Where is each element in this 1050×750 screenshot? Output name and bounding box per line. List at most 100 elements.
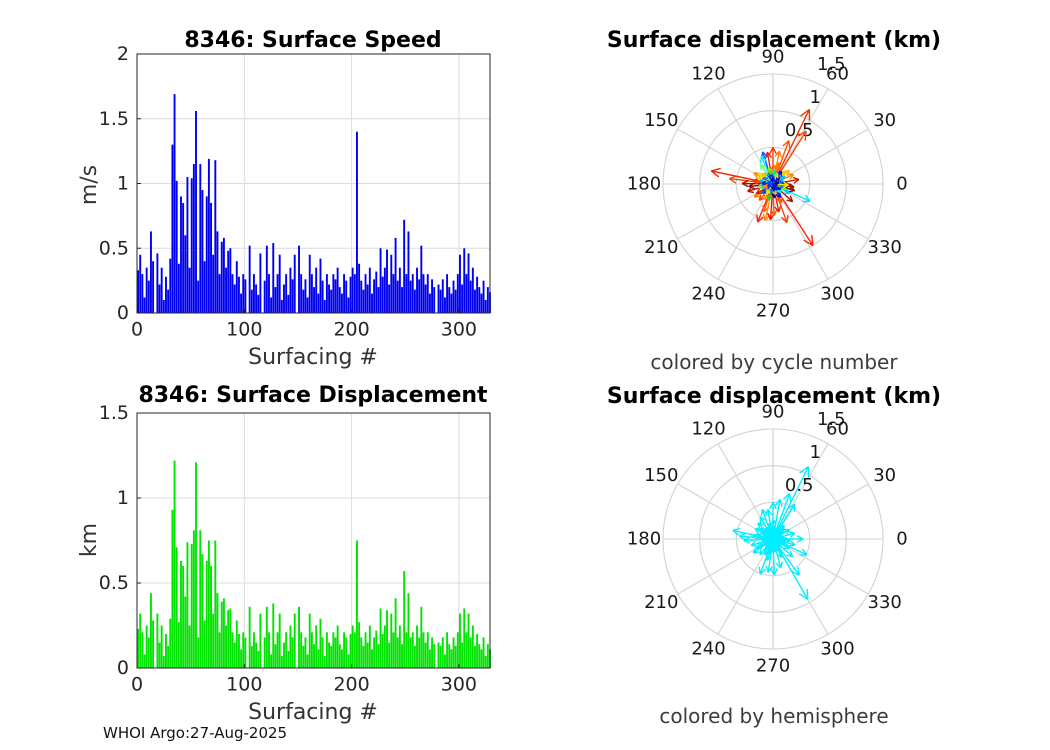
bar	[351, 625, 354, 668]
bar	[248, 606, 251, 668]
arrow-head	[811, 234, 814, 246]
bar	[446, 632, 449, 668]
arrow-head	[786, 170, 790, 177]
x-tick-label: 0	[131, 319, 143, 341]
polar-hemisphere-caption: colored by hemisphere	[659, 704, 888, 728]
quiver-arrow	[766, 180, 774, 186]
arrow-head	[757, 176, 763, 179]
polar-hemisphere-title: Surface displacement (km)	[607, 384, 941, 409]
arrow-head	[773, 164, 777, 171]
bar	[362, 289, 365, 313]
arrow-head	[759, 568, 767, 575]
bar	[347, 654, 350, 668]
bar	[199, 164, 202, 313]
bar	[478, 287, 481, 313]
arrow-head	[768, 167, 774, 173]
arrow-head	[774, 535, 780, 539]
bar	[420, 245, 423, 313]
arrow-head	[758, 566, 761, 575]
bar	[216, 231, 219, 313]
bar	[476, 276, 479, 313]
bar	[366, 284, 369, 313]
bar	[253, 632, 255, 668]
y-tick-label: 0	[117, 302, 129, 324]
bar	[431, 279, 434, 313]
y-tick-label: 1	[117, 173, 129, 195]
arrow-head	[760, 156, 762, 164]
angle-tick-label: 330	[868, 237, 902, 258]
bar	[145, 267, 148, 313]
bar	[401, 287, 403, 313]
y-tick-label: 1.5	[99, 108, 129, 130]
arrow-head	[781, 176, 786, 182]
bar	[315, 267, 318, 313]
arrow-head	[804, 194, 811, 202]
bar	[268, 632, 270, 668]
bar	[356, 131, 358, 313]
bar	[428, 293, 431, 313]
bar	[413, 645, 416, 668]
bar	[220, 241, 223, 313]
arrow-head	[732, 529, 740, 536]
arrow-head	[798, 593, 809, 600]
bar	[364, 632, 367, 668]
bar	[377, 287, 380, 313]
arrow-head	[800, 108, 810, 117]
angle-tick-label: 180	[627, 529, 661, 550]
bar	[441, 279, 444, 313]
bar	[336, 625, 339, 668]
arrow-head	[752, 534, 758, 540]
arrow-head	[770, 525, 775, 531]
bar	[454, 289, 457, 313]
arrow-head	[757, 186, 764, 190]
bar	[169, 618, 172, 668]
arrow-head	[788, 186, 795, 190]
bar	[379, 248, 382, 313]
angle-tick-label: 0	[896, 174, 907, 195]
bar	[424, 642, 427, 668]
angle-tick-label: 270	[756, 301, 790, 322]
arrow-head	[780, 561, 783, 569]
bar	[180, 560, 182, 668]
arrow-head	[754, 195, 761, 198]
arrow-head	[762, 213, 766, 221]
bar	[480, 649, 483, 668]
arrow-head	[758, 194, 762, 201]
bar	[175, 180, 178, 313]
bar	[278, 254, 281, 313]
bar	[334, 279, 337, 313]
x-tick-label: 0	[131, 674, 143, 696]
bar	[218, 274, 221, 313]
bar	[484, 656, 487, 668]
arrow-head	[786, 554, 793, 558]
bar	[450, 293, 453, 313]
bar	[244, 279, 247, 313]
bar	[463, 248, 466, 313]
x-tick-label: 200	[333, 674, 369, 696]
arrow-head	[792, 176, 800, 181]
r-tick-label: 1.5	[817, 54, 846, 75]
bar	[192, 530, 195, 668]
bar	[280, 656, 283, 668]
bar	[160, 267, 163, 313]
angle-tick-label: 30	[873, 110, 896, 131]
bar	[471, 625, 474, 668]
bar	[351, 267, 354, 313]
arrow-head	[766, 540, 772, 543]
bar	[454, 645, 457, 668]
bar	[383, 625, 386, 668]
bar	[231, 274, 234, 313]
bar	[371, 293, 373, 313]
arrow-head	[778, 150, 783, 158]
bar	[150, 593, 152, 668]
bar	[237, 634, 240, 668]
bar	[482, 280, 485, 314]
arrow-head	[767, 195, 773, 201]
displacement-chart: 0 100 200 300 0 0.5 1 1.5 8346: Surface Displac…	[77, 383, 491, 725]
bar	[289, 625, 292, 668]
bar	[360, 637, 363, 668]
arrow-head	[759, 540, 764, 546]
